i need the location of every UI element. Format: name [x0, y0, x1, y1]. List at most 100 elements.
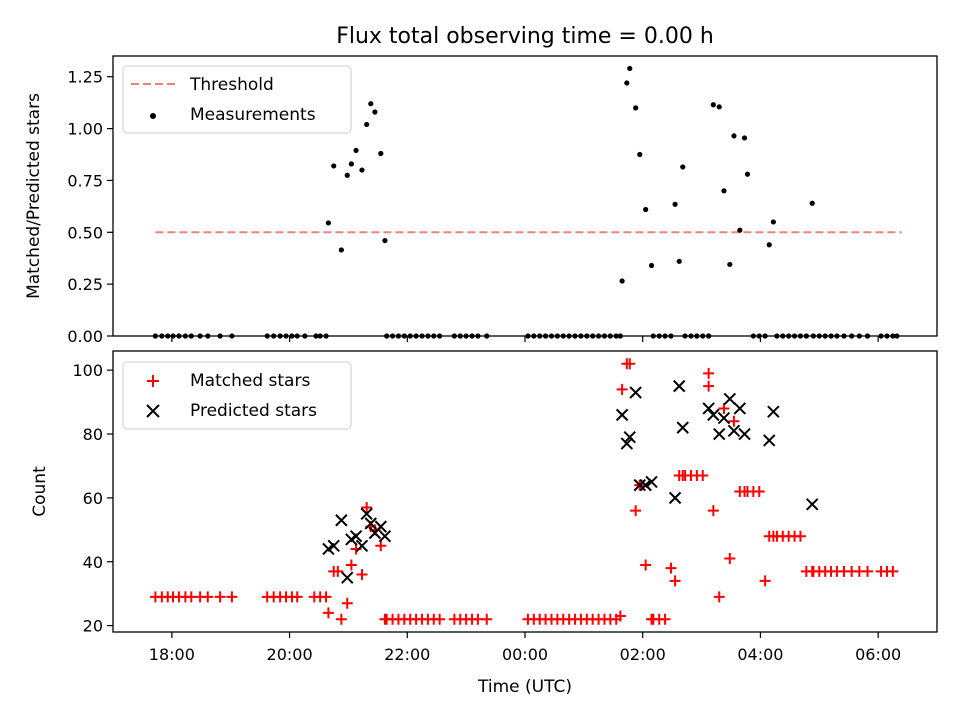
measurement-point — [331, 163, 337, 169]
matched-star-point — [332, 565, 344, 577]
predicted-star-point — [738, 427, 751, 441]
count-x-axis-label: Time (UTC) — [477, 677, 572, 697]
matched-star-point — [887, 565, 899, 577]
matched-star-point — [665, 562, 677, 574]
measurement-point — [809, 200, 815, 206]
matched-star-point — [375, 540, 387, 552]
count-y-axis: 20 40 60 80 100 — [72, 361, 113, 636]
predicted-star-point — [620, 437, 634, 450]
matched-star-point — [669, 575, 681, 587]
measurement-point — [766, 242, 772, 248]
measurement-point — [737, 227, 743, 233]
predicted-star-point — [763, 434, 776, 447]
measurement-point — [741, 135, 748, 141]
matched-star-point — [794, 530, 806, 542]
predicted-star-point — [707, 408, 720, 422]
count-plot-marks — [150, 358, 899, 625]
ratio-y-tick-label: 1.25 — [67, 68, 103, 87]
predicted-star-point — [615, 408, 629, 422]
matched-star-point — [640, 559, 652, 571]
count-panel: 20 40 60 80 100 18:00 20:00 22:00 00:00 02:00 04:… — [30, 351, 938, 697]
matched-star-point — [202, 591, 214, 603]
count-x-tick-label: 18:00 — [149, 645, 195, 664]
matched-star-point — [718, 402, 730, 414]
measurement-point — [338, 247, 344, 253]
count-x-tick-label: 04:00 — [737, 645, 783, 664]
ratio-x-axis — [171, 336, 879, 342]
count-y-axis-label: Count — [30, 466, 50, 517]
matched-star-point — [214, 591, 226, 603]
ratio-legend-measurements-label: Measurements — [190, 105, 316, 125]
measurement-point — [676, 258, 682, 264]
matched-star-point — [481, 613, 493, 625]
measurement-point — [744, 171, 751, 177]
matched-star-point — [624, 358, 636, 370]
predicted-star-point — [676, 421, 689, 434]
predicted-star-point — [645, 475, 658, 489]
matched-star-point — [724, 553, 736, 565]
matched-star-point — [356, 569, 368, 581]
matched-star-point — [697, 470, 709, 482]
measurement-point — [382, 237, 388, 244]
count-x-tick-label: 00:00 — [502, 645, 548, 664]
measurement-point — [672, 201, 678, 207]
matched-star-point — [753, 486, 765, 497]
ratio-y-tick-label: 1.00 — [67, 120, 103, 139]
ratio-y-tick-label: 0.50 — [67, 223, 103, 242]
matched-star-point — [630, 505, 642, 517]
count-legend: Matched stars Predicted stars — [122, 361, 352, 430]
predicted-star-point — [717, 411, 731, 425]
count-y-tick-label: 20 — [83, 617, 103, 636]
count-legend-matched-label: Matched stars — [190, 371, 310, 391]
predicted-star-point — [672, 379, 686, 393]
ratio-y-tick-label: 0.00 — [67, 327, 103, 346]
predicted-star-point — [623, 431, 636, 444]
predicted-star-point — [702, 402, 715, 415]
predicted-star-point — [633, 478, 646, 492]
ratio-legend-measurements-swatch — [150, 113, 156, 119]
count-x-axis: 18:00 20:00 22:00 00:00 02:00 04:00 06:00 — [149, 632, 901, 664]
count-y-tick-label: 80 — [83, 425, 103, 444]
measurement-point — [648, 262, 655, 269]
predicted-star-point — [629, 386, 642, 399]
ratio-y-axis: 0.00 0.25 0.50 0.75 1.00 1.25 — [67, 68, 113, 346]
ratio-y-tick-label: 0.25 — [67, 275, 103, 294]
matched-star-point — [345, 559, 357, 571]
count-legend-box — [122, 361, 352, 430]
figure-title: Flux total observing time = 0.00 h — [336, 24, 714, 49]
predicted-star-point — [374, 520, 388, 533]
matched-star-point — [862, 565, 874, 577]
matched-star-point — [322, 607, 334, 619]
matched-star-point — [320, 591, 332, 603]
predicted-star-point — [767, 405, 780, 418]
predicted-star-point — [360, 507, 373, 521]
predicted-star-point — [727, 424, 741, 438]
matched-star-point — [728, 415, 740, 427]
measurement-point — [619, 278, 625, 284]
count-y-tick-label: 60 — [83, 489, 103, 508]
measurement-point — [624, 80, 630, 86]
predicted-star-point — [335, 514, 348, 527]
measurement-point — [633, 105, 639, 111]
count-y-tick-label: 40 — [83, 553, 103, 572]
measurement-point — [364, 121, 370, 128]
count-x-tick-label: 06:00 — [855, 645, 901, 664]
matched-star-point — [703, 380, 715, 392]
measurement-point — [348, 161, 354, 167]
predicted-star-point — [327, 539, 340, 552]
count-legend-predicted-label: Predicted stars — [190, 401, 317, 421]
count-legend-predicted-swatch — [146, 404, 160, 418]
measurement-point — [344, 172, 350, 178]
matched-star-point — [335, 613, 347, 625]
ratio-legend-threshold-label: Threshold — [189, 75, 274, 95]
count-x-tick-label: 02:00 — [620, 645, 666, 664]
ratio-legend: Threshold Measurements — [122, 65, 352, 134]
matched-star-point — [226, 591, 238, 603]
matched-star-point — [616, 383, 628, 395]
matched-star-point — [291, 591, 303, 603]
count-y-tick-label: 100 — [72, 361, 103, 380]
measurement-point — [710, 102, 716, 108]
matched-star-point — [713, 591, 725, 603]
predicted-star-point — [341, 571, 354, 584]
ratio-y-tick-label: 0.75 — [67, 171, 103, 190]
